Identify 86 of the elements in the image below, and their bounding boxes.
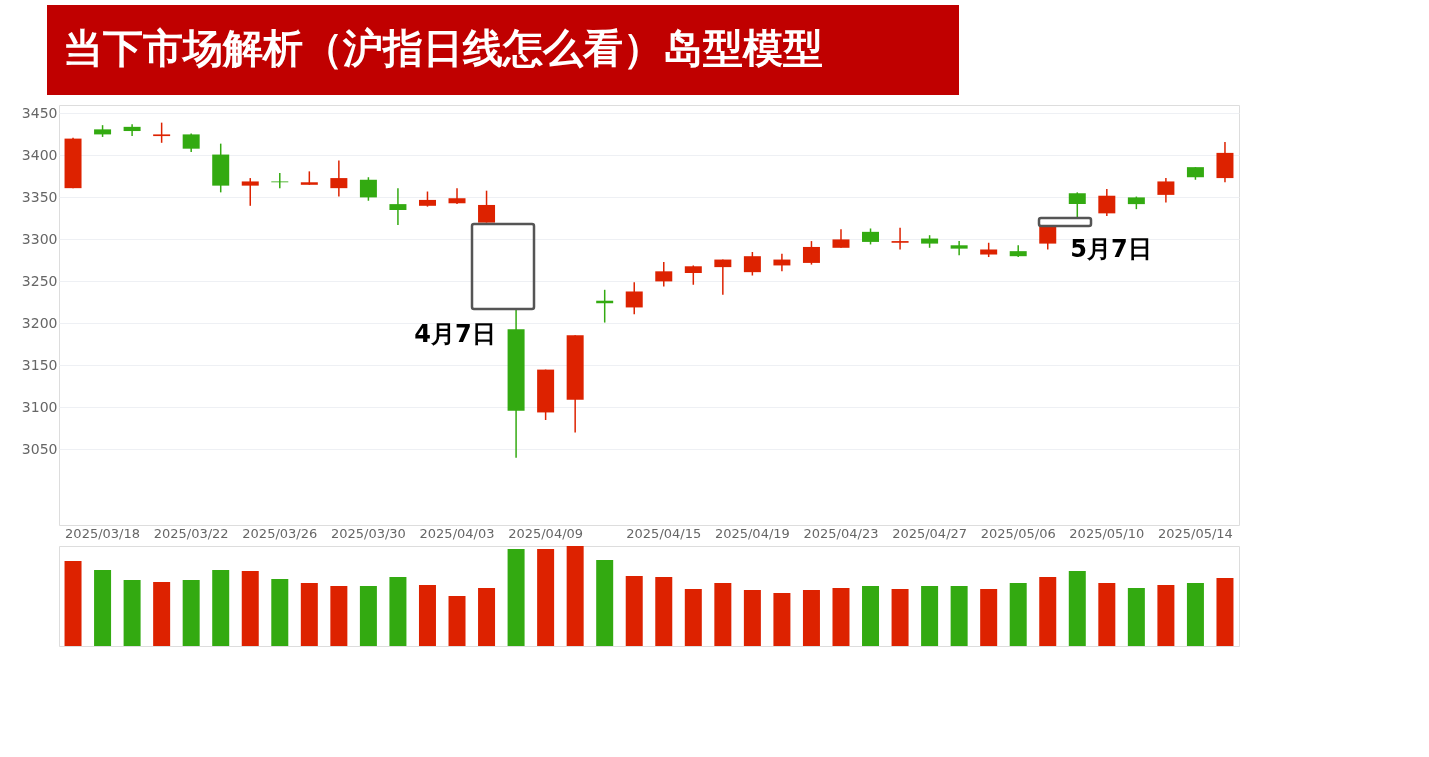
candlestick	[241, 177, 259, 207]
bar	[862, 586, 880, 646]
bar	[1127, 588, 1145, 646]
bar	[182, 580, 200, 646]
candlestick	[743, 251, 761, 277]
bar	[684, 589, 702, 646]
candlestick	[625, 281, 643, 315]
candlestick	[950, 240, 968, 257]
bar	[891, 589, 909, 646]
y-tick-label: 3150	[21, 356, 58, 373]
chart-title: 当下市场解析（沪指日线怎么看）岛型模型	[63, 25, 823, 71]
bar	[832, 588, 850, 646]
x-tick-label: 2025/05/06	[980, 525, 1056, 541]
candlestick	[891, 226, 909, 251]
bar	[596, 560, 614, 646]
bar	[950, 586, 968, 646]
bar	[921, 586, 939, 646]
candlestick	[359, 176, 377, 202]
candlestick	[271, 172, 289, 189]
bar	[714, 583, 732, 646]
y-tick-label: 3250	[21, 272, 58, 289]
bar	[980, 589, 998, 646]
y-tick-label: 3050	[21, 440, 58, 457]
x-tick-label: 2025/03/22	[153, 525, 229, 541]
annotation: 5月7日	[1070, 235, 1152, 263]
candlestick	[1068, 191, 1086, 220]
bar	[271, 579, 289, 646]
x-tick-label: 2025/05/10	[1069, 525, 1145, 541]
bar	[478, 588, 496, 646]
x-tick-label: 2025/05/14	[1157, 525, 1233, 541]
bar	[743, 590, 761, 646]
bar	[123, 580, 141, 646]
bar	[1216, 578, 1234, 646]
bar	[625, 576, 643, 646]
candlestick	[389, 187, 407, 226]
bar	[1009, 583, 1027, 646]
candlestick	[153, 121, 171, 144]
x-tick-label: 2025/03/18	[65, 525, 141, 541]
bar	[448, 596, 466, 646]
y-tick-label: 3450	[21, 104, 58, 121]
bar	[507, 549, 525, 646]
x-tick-label: 2025/04/09	[508, 525, 584, 541]
candlestick	[684, 264, 702, 286]
candlestick	[714, 258, 732, 296]
bar	[64, 561, 82, 646]
y-tick-label: 3200	[21, 314, 58, 331]
bar	[212, 570, 230, 646]
x-tick-label: 2025/04/23	[803, 525, 879, 541]
candlestick	[832, 228, 850, 249]
x-tick-label: 2025/03/30	[330, 525, 406, 541]
bar	[94, 570, 112, 646]
y-tick-label: 3400	[21, 146, 58, 163]
bar	[241, 571, 259, 646]
bar	[537, 549, 555, 646]
bar	[1157, 585, 1175, 646]
annotation: 4月7日	[414, 320, 496, 348]
bar	[389, 577, 407, 646]
bar	[566, 546, 584, 646]
bar	[655, 577, 673, 646]
y-tick-label: 3300	[21, 230, 58, 247]
bar	[153, 582, 171, 646]
bar	[1068, 571, 1086, 646]
x-tick-label: 2025/04/27	[892, 525, 968, 541]
bar	[1098, 583, 1116, 646]
bar	[418, 585, 436, 646]
candlestick	[330, 159, 348, 198]
candlestick	[1098, 188, 1116, 217]
x-tick-label: 2025/04/15	[626, 525, 702, 541]
bar	[300, 583, 318, 646]
y-tick-label: 3350	[21, 188, 58, 205]
candlestick	[655, 261, 673, 288]
x-tick-label: 2025/04/03	[419, 525, 495, 541]
y-tick-label: 3100	[21, 398, 58, 415]
candlestick	[802, 240, 820, 266]
x-tick-label: 2025/04/19	[714, 525, 790, 541]
x-tick-label: 2025/03/26	[242, 525, 318, 541]
bar	[359, 586, 377, 646]
bar	[1186, 583, 1204, 646]
bar	[773, 593, 791, 646]
bar	[1039, 577, 1057, 646]
candlestick	[1039, 224, 1057, 251]
candlestick	[1157, 177, 1175, 204]
bar	[330, 586, 348, 646]
candlestick	[478, 189, 496, 224]
bar	[802, 590, 820, 646]
candlestick	[448, 187, 466, 205]
